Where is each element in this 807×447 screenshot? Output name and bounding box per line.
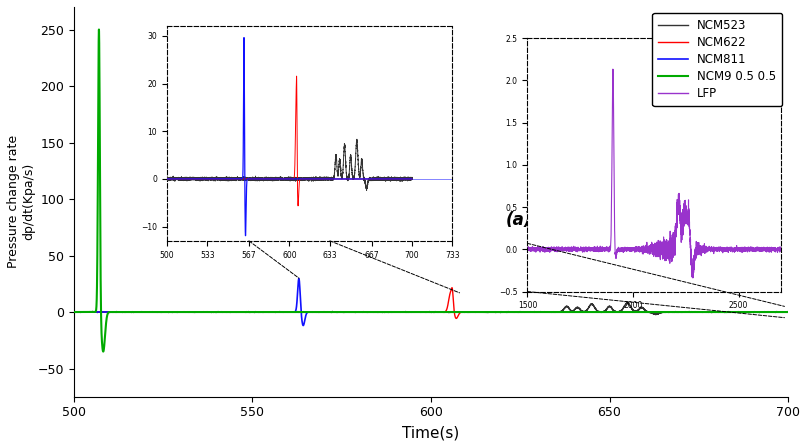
NCM811: [294, 276, 303, 281]
NCM523: [637, 305, 646, 311]
NCM811: [328, 309, 337, 315]
NCM9 0.5 0.5: [784, 309, 793, 315]
NCM9 0.5 0.5: [94, 27, 104, 32]
NCM622: [637, 309, 646, 315]
LFP: [523, 309, 533, 315]
NCM523: [523, 309, 533, 315]
X-axis label: Time(s): Time(s): [403, 425, 460, 440]
NCM622: [491, 309, 501, 315]
NCM622: [105, 309, 115, 315]
LFP: [105, 309, 115, 315]
NCM622: [328, 309, 337, 315]
NCM811: [299, 323, 308, 328]
Line: NCM622: NCM622: [74, 288, 788, 318]
NCM811: [637, 309, 646, 315]
NCM811: [491, 309, 501, 315]
NCM622: [784, 309, 793, 315]
Text: (a): (a): [506, 211, 533, 229]
NCM9 0.5 0.5: [105, 309, 115, 315]
LFP: [491, 309, 501, 315]
NCM523: [599, 309, 608, 315]
NCM622: [447, 285, 457, 291]
NCM9 0.5 0.5: [98, 349, 108, 354]
LFP: [769, 309, 779, 315]
NCM622: [599, 309, 608, 315]
LFP: [69, 309, 79, 315]
NCM811: [599, 309, 608, 315]
NCM622: [451, 316, 461, 321]
Line: NCM523: NCM523: [74, 303, 788, 315]
NCM523: [328, 310, 337, 315]
Legend: NCM523, NCM622, NCM811, NCM9 0.5 0.5, LFP: NCM523, NCM622, NCM811, NCM9 0.5 0.5, LF…: [652, 13, 782, 106]
NCM523: [651, 312, 661, 317]
NCM811: [69, 309, 79, 315]
LFP: [784, 309, 793, 315]
NCM523: [69, 309, 79, 315]
NCM523: [491, 309, 501, 315]
NCM622: [69, 309, 79, 315]
NCM9 0.5 0.5: [523, 309, 533, 315]
NCM9 0.5 0.5: [637, 309, 646, 315]
NCM9 0.5 0.5: [69, 309, 79, 315]
NCM523: [105, 309, 115, 315]
LFP: [328, 309, 337, 315]
LFP: [227, 309, 236, 315]
NCM811: [105, 309, 115, 315]
Line: NCM9 0.5 0.5: NCM9 0.5 0.5: [74, 30, 788, 352]
NCM9 0.5 0.5: [328, 309, 337, 315]
NCM811: [523, 309, 533, 315]
NCM811: [784, 309, 793, 315]
Line: NCM811: NCM811: [74, 278, 788, 325]
NCM9 0.5 0.5: [491, 309, 501, 315]
LFP: [637, 309, 646, 315]
NCM9 0.5 0.5: [599, 309, 608, 315]
Y-axis label: Pressure change rate
dp/dt(Kpa/s): Pressure change rate dp/dt(Kpa/s): [7, 135, 35, 269]
NCM622: [523, 309, 533, 315]
NCM523: [623, 300, 633, 305]
LFP: [599, 309, 608, 315]
NCM523: [784, 309, 793, 314]
